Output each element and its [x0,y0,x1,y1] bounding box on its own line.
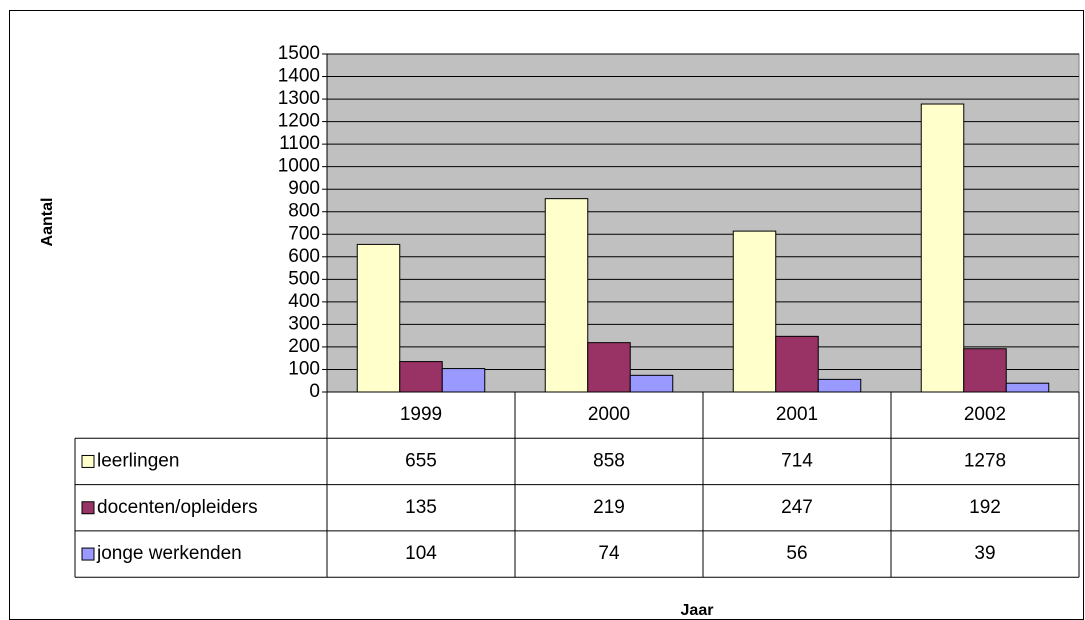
legend-swatch [81,547,95,561]
bar [587,342,631,393]
table-value: 39 [974,543,995,564]
bar [920,103,965,393]
legend-swatch [81,454,95,468]
y-tick-label: 400 [288,291,320,312]
bar [356,243,401,393]
table-value: 858 [593,450,625,471]
x-tick-label: 1999 [400,404,442,425]
bar [775,335,819,393]
table-value: 1278 [964,450,1006,471]
y-tick-label: 300 [288,313,320,334]
bar [963,348,1007,393]
y-tick-label: 0 [309,381,320,402]
y-tick-label: 100 [288,358,320,379]
y-tick-label: 1200 [278,111,320,132]
legend-swatch [81,501,95,515]
y-tick-label: 700 [288,223,320,244]
x-tick-label: 2002 [964,404,1006,425]
table-value: 219 [593,497,625,518]
plot-area [326,53,1080,393]
y-tick-label: 1300 [278,88,320,109]
y-tick-label: 1500 [278,43,320,64]
x-tick-label: 2000 [588,404,630,425]
y-tick-label: 1000 [278,156,320,177]
table-value: 56 [786,543,807,564]
y-tick-label: 600 [288,246,320,267]
y-tick-label: 800 [288,201,320,222]
table-value: 247 [781,497,813,518]
table-value: 714 [781,450,813,471]
y-axis-label: Aantal [39,198,56,247]
bar [817,378,862,393]
table-value: 74 [598,543,620,564]
y-tick-label: 500 [288,268,320,289]
bar [732,230,777,393]
legend-label: jonge werkenden [96,543,242,564]
y-tick-label: 1400 [278,66,320,87]
table-value: 104 [405,543,437,564]
x-axis-label: Jaar [681,602,714,619]
table-value: 655 [405,450,437,471]
legend-label: docenten/opleiders [97,497,258,518]
table-value: 135 [405,497,437,518]
bar [544,198,589,393]
y-tick-label: 900 [288,178,320,199]
legend-label: leerlingen [97,450,179,471]
bar [629,374,674,393]
bar [399,361,443,393]
bar [1005,382,1050,393]
y-tick-label: 200 [288,336,320,357]
bar [441,368,486,393]
y-tick-label: 1100 [279,133,320,154]
x-tick-label: 2001 [776,404,818,425]
table-value: 192 [969,497,1001,518]
